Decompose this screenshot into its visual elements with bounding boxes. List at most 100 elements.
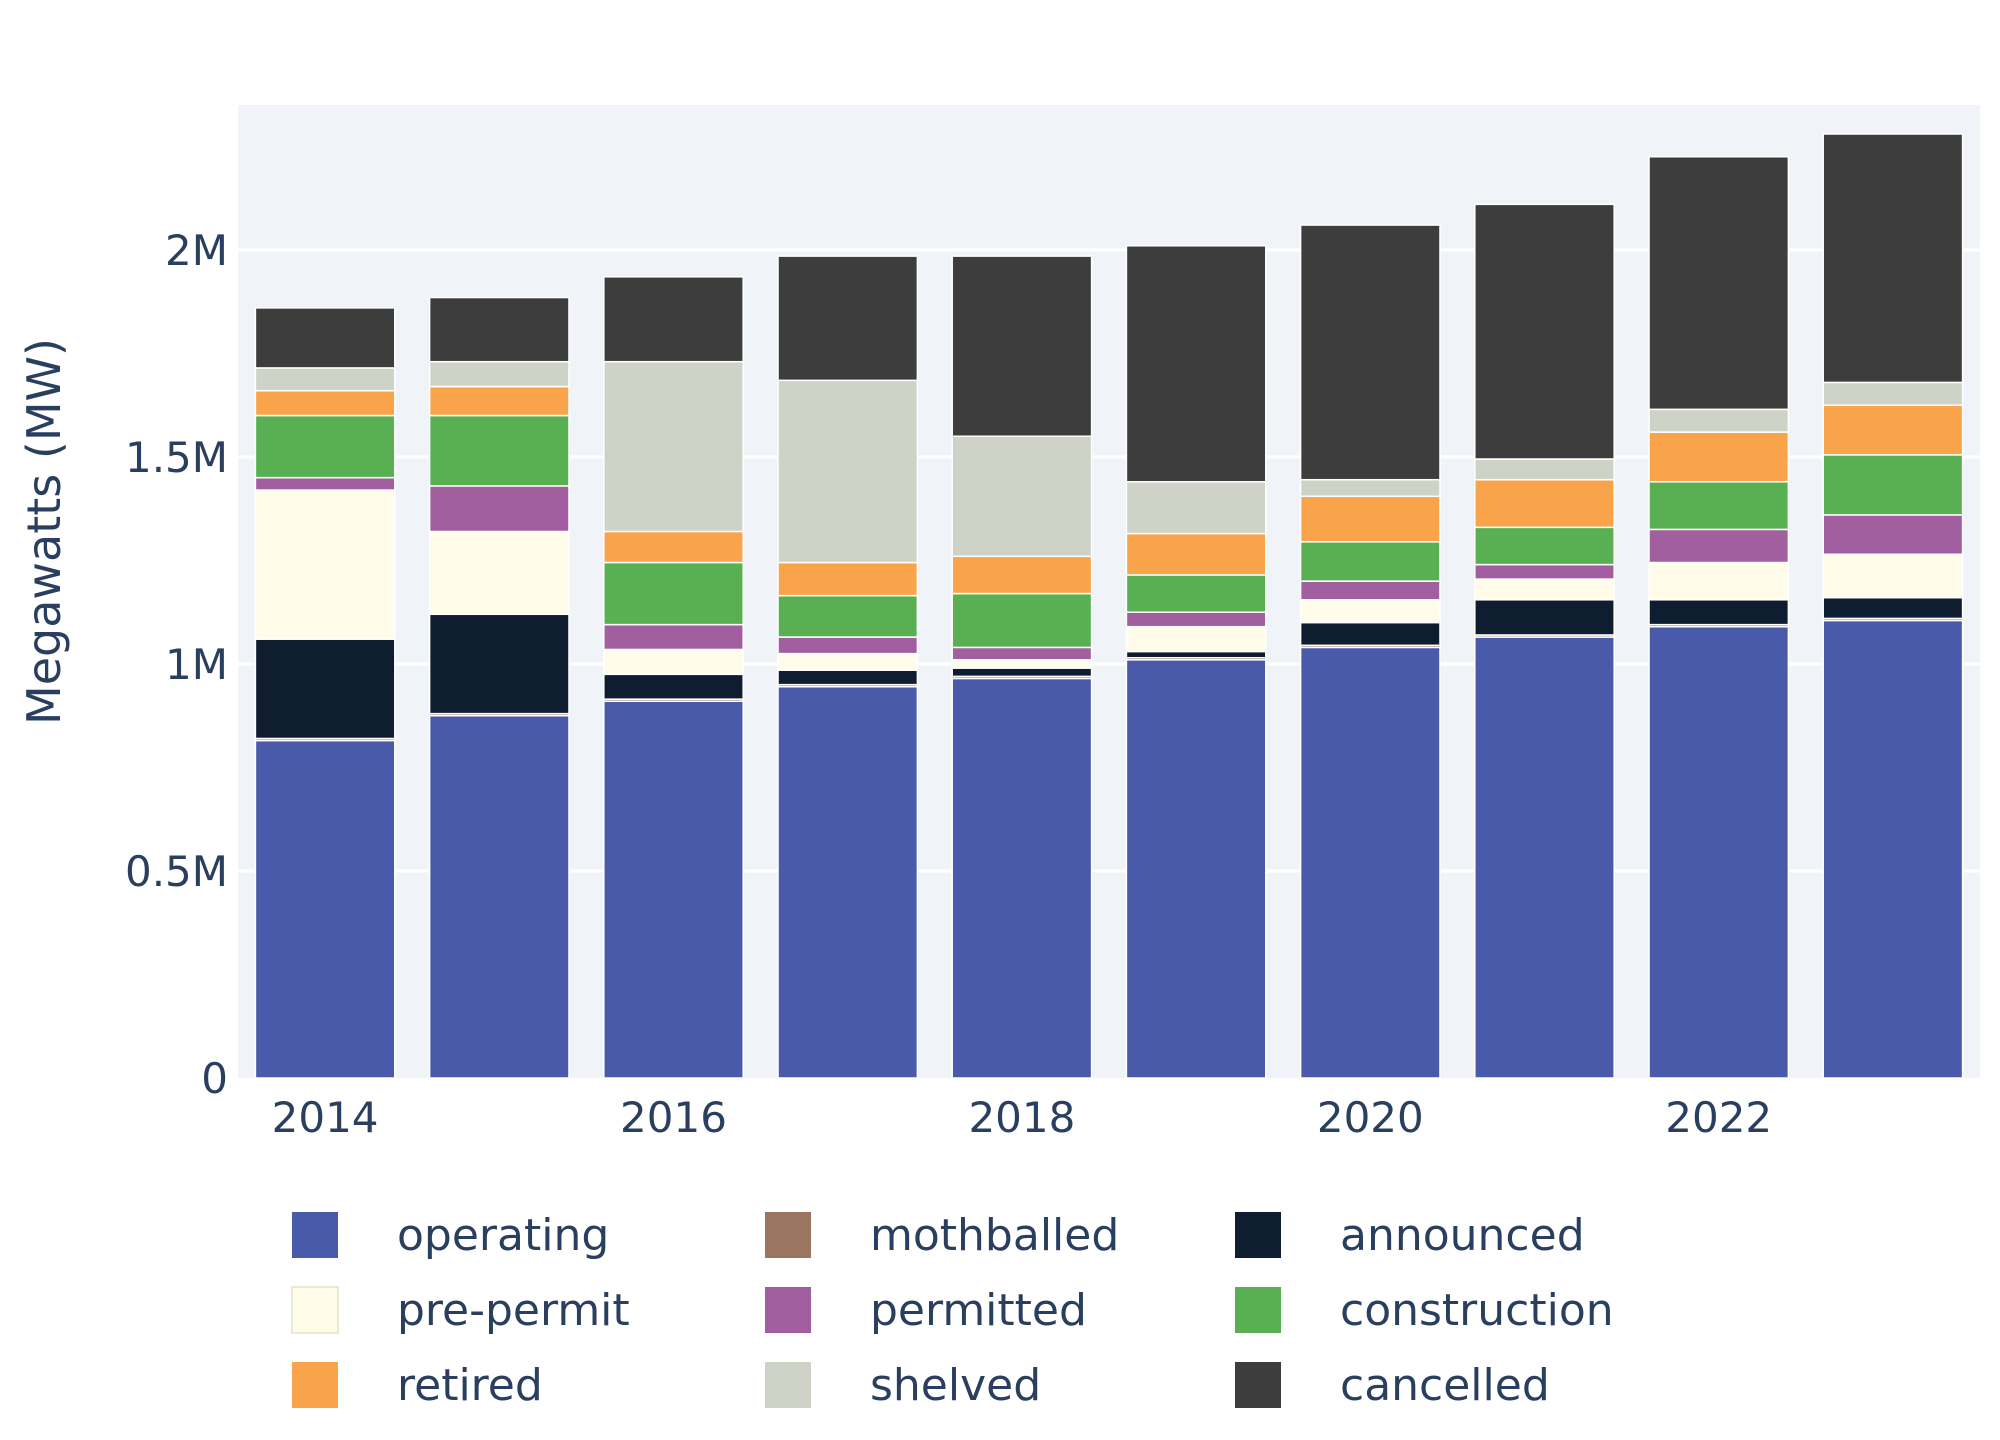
- legend-item-pre-permit[interactable]: pre-permit: [291, 1285, 630, 1336]
- y-tick-label: 2M: [165, 226, 228, 275]
- bar-segment-retired: [603, 530, 744, 564]
- legend-item-shelved[interactable]: shelved: [765, 1360, 1041, 1411]
- bar-segment-announced: [428, 613, 570, 715]
- legend-item-retired[interactable]: retired: [292, 1360, 543, 1411]
- bar-segment-cancelled: [603, 276, 744, 363]
- bar-segment-operating: [1474, 636, 1615, 1079]
- bar-segment-retired: [951, 555, 1093, 595]
- bar-segment-announced: [1474, 599, 1615, 636]
- legend: operating mothballed announced pre-permit pe…: [291, 1210, 1614, 1411]
- bar-segment-announced: [777, 669, 919, 686]
- legend-swatch: [292, 1212, 338, 1258]
- bar-segment-retired: [1125, 532, 1267, 576]
- bar-segment-construction: [254, 414, 396, 479]
- legend-item-mothballed[interactable]: mothballed: [765, 1210, 1119, 1261]
- legend-label: announced: [1340, 1210, 1585, 1261]
- bar-segment-retired: [1299, 495, 1441, 543]
- bar-segment-retired: [1648, 431, 1790, 483]
- bar-segment-permitted: [1125, 611, 1267, 628]
- bar-segment-permitted: [1299, 580, 1441, 601]
- legend-label: construction: [1340, 1285, 1614, 1336]
- bar-segment-announced: [951, 667, 1093, 678]
- bar-segment-cancelled: [1822, 133, 1964, 384]
- legend-swatch: [1235, 1212, 1281, 1258]
- bar-segment-permitted: [254, 476, 396, 491]
- bar-segment-permitted: [1822, 514, 1964, 555]
- bar-stack: [1125, 245, 1267, 1079]
- legend-label: operating: [397, 1210, 609, 1261]
- legend-swatch: [1235, 1287, 1281, 1333]
- bar-segment-shelved: [1299, 478, 1441, 498]
- bar-segment-pre-permit: [1474, 578, 1615, 601]
- bar-segment-shelved: [1822, 381, 1964, 406]
- bar-segment-cancelled: [777, 255, 919, 382]
- bar-segment-permitted: [951, 646, 1093, 661]
- bar-segment-construction: [1474, 526, 1615, 566]
- bar-segment-announced: [1648, 599, 1790, 626]
- bar-segment-pre-permit: [1125, 625, 1267, 653]
- bar-segment-operating: [951, 677, 1093, 1079]
- bars: [254, 133, 1964, 1079]
- y-tick-label: 1.5M: [125, 433, 228, 482]
- bar-segment-permitted: [603, 623, 744, 651]
- bar-segment-pre-permit: [428, 530, 570, 616]
- y-tick-label: 0.5M: [125, 847, 228, 896]
- x-axis: 2014 2016 2018 2020 2022: [272, 1093, 1772, 1142]
- bar-segment-operating: [1299, 646, 1441, 1079]
- legend-item-operating[interactable]: operating: [292, 1210, 609, 1261]
- bar-stack: [1648, 156, 1790, 1079]
- legend-label: cancelled: [1340, 1360, 1550, 1411]
- legend-label: mothballed: [870, 1210, 1119, 1261]
- bar-segment-shelved: [428, 360, 570, 388]
- bar-segment-operating: [1648, 625, 1790, 1079]
- bar-segment-shelved: [777, 379, 919, 564]
- bar-segment-pre-permit: [603, 648, 744, 676]
- bar-stack: [1299, 224, 1441, 1079]
- x-tick-label: 2020: [1317, 1093, 1424, 1142]
- bar-segment-pre-permit: [777, 652, 919, 671]
- bar-segment-cancelled: [951, 255, 1093, 437]
- bar-segment-retired: [777, 561, 919, 597]
- legend-item-cancelled[interactable]: cancelled: [1235, 1360, 1550, 1411]
- legend-swatch: [1235, 1362, 1281, 1408]
- bar-segment-construction: [603, 561, 744, 626]
- bar-segment-announced: [603, 673, 744, 700]
- bar-segment-permitted: [1474, 563, 1615, 580]
- legend-label: retired: [397, 1360, 543, 1411]
- legend-label: shelved: [870, 1360, 1041, 1411]
- x-tick-label: 2016: [620, 1093, 727, 1142]
- legend-item-permitted[interactable]: permitted: [765, 1285, 1087, 1336]
- bar-segment-construction: [1125, 574, 1267, 613]
- bar-segment-operating: [777, 685, 919, 1079]
- x-tick-label: 2014: [272, 1093, 379, 1142]
- x-tick-label: 2022: [1665, 1093, 1772, 1142]
- legend-swatch: [765, 1212, 811, 1258]
- bar-stack: [951, 255, 1093, 1079]
- bar-segment-pre-permit: [1648, 561, 1790, 601]
- y-axis-title: Megawatts (MW): [17, 338, 71, 725]
- legend-label: permitted: [870, 1285, 1087, 1336]
- bar-segment-construction: [951, 592, 1093, 649]
- legend-swatch: [292, 1362, 338, 1408]
- bar-segment-cancelled: [1299, 224, 1441, 481]
- bar-segment-permitted: [777, 636, 919, 655]
- bar-segment-permitted: [1648, 528, 1790, 564]
- legend-swatch: [291, 1286, 339, 1334]
- bar-segment-operating: [603, 700, 744, 1079]
- bar-segment-construction: [777, 594, 919, 638]
- legend-swatch: [765, 1362, 811, 1408]
- legend-label: pre-permit: [397, 1285, 630, 1336]
- legend-item-announced[interactable]: announced: [1235, 1210, 1585, 1261]
- bar-stack: [603, 276, 744, 1079]
- x-tick-label: 2018: [968, 1093, 1075, 1142]
- bar-segment-shelved: [1125, 481, 1267, 535]
- bar-segment-shelved: [951, 435, 1093, 558]
- bar-segment-announced: [1125, 650, 1267, 659]
- bar-segment-pre-permit: [1822, 553, 1964, 599]
- legend-item-construction[interactable]: construction: [1235, 1285, 1614, 1336]
- bar-segment-shelved: [1648, 408, 1790, 433]
- bar-segment-operating: [1125, 659, 1267, 1079]
- bar-stack: [777, 255, 919, 1079]
- bar-segment-operating: [1822, 619, 1964, 1079]
